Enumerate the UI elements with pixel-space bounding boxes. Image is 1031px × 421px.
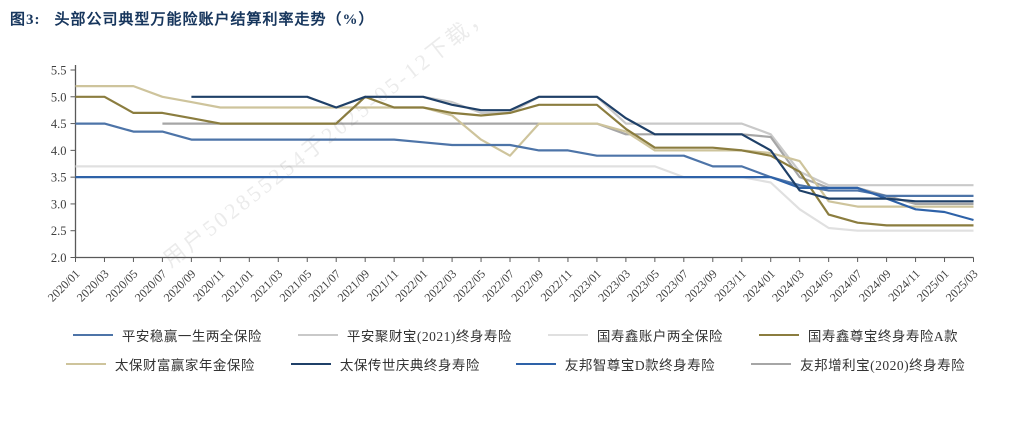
- x-tick-label: 2023/09: [682, 267, 720, 305]
- legend-swatch: [290, 363, 331, 365]
- x-tick-label: 2020/09: [161, 267, 199, 305]
- legend-swatch: [72, 334, 113, 336]
- legend-item: 太保传世庆典终身寿险: [290, 354, 480, 374]
- legend-label: 友邦智尊宝D款终身寿险: [564, 358, 716, 373]
- y-tick-label: 5.0: [51, 90, 67, 104]
- legend-swatch: [515, 363, 556, 365]
- figure-number: 图3:: [10, 12, 41, 28]
- x-tick-label: 2021/09: [335, 267, 373, 305]
- line-chart: 5.5 5.0 4.5 4.0 3.5 3.0 2.5 2.0 2020/01 2020/03 20…: [0, 50, 1031, 325]
- chart-svg: 5.55.04.54.03.53.02.52.02020/012020/0320…: [45, 64, 981, 305]
- legend-swatch: [65, 363, 106, 365]
- y-tick-label: 5.5: [51, 64, 67, 78]
- series-line-2: [75, 165, 974, 232]
- y-tick-label: 4.5: [51, 117, 67, 131]
- legend-item: 国寿鑫尊宝终身寿险A款: [758, 325, 959, 345]
- legend-label: 平安聚财宝(2021)终身寿险: [346, 329, 512, 344]
- legend-row-1: 平安稳赢一生两全保险 平安聚财宝(2021)终身寿险 国寿鑫账户两全保险 国寿鑫尊宝终…: [72, 325, 959, 345]
- x-tick-label: 2024/09: [856, 267, 894, 305]
- x-tick-label: 2025/03: [943, 267, 981, 305]
- series-line-5: [191, 95, 974, 203]
- legend-item: 平安稳赢一生两全保险: [72, 325, 262, 345]
- chart-legend: 平安稳赢一生两全保险 平安聚财宝(2021)终身寿险 国寿鑫账户两全保险 国寿鑫尊宝终…: [0, 325, 1031, 374]
- legend-item: 友邦智尊宝D款终身寿险: [515, 354, 716, 374]
- legend-label: 国寿鑫尊宝终身寿险A款: [807, 329, 959, 344]
- series-line-0: [75, 122, 974, 197]
- legend-item: 友邦增利宝(2020)终身寿险: [751, 354, 965, 374]
- legend-swatch: [297, 334, 338, 336]
- y-tick-label: 3.5: [51, 171, 67, 185]
- y-tick-label: 2.0: [51, 251, 67, 265]
- legend-item: 平安聚财宝(2021)终身寿险: [297, 325, 512, 345]
- legend-label: 太保传世庆典终身寿险: [339, 358, 480, 373]
- y-tick-label: 2.5: [51, 224, 67, 238]
- legend-swatch: [758, 334, 799, 336]
- series-line-3: [75, 95, 974, 227]
- legend-label: 国寿鑫账户两全保险: [596, 329, 723, 344]
- legend-label: 友邦增利宝(2020)终身寿险: [800, 358, 966, 373]
- y-tick-label: 4.0: [51, 144, 67, 158]
- legend-label: 平安稳赢一生两全保险: [121, 329, 262, 344]
- legend-swatch: [547, 334, 588, 336]
- legend-label: 太保财富赢家年金保险: [114, 358, 255, 373]
- x-tick-label: 2022/09: [508, 267, 546, 305]
- figure-title-row: 图3: 头部公司典型万能险账户结算利率走势（%）: [10, 8, 375, 29]
- series-line-6: [75, 176, 974, 222]
- legend-item: 国寿鑫账户两全保险: [547, 325, 723, 345]
- page-title: 头部公司典型万能险账户结算利率走势（%）: [54, 12, 375, 28]
- legend-item: 太保财富赢家年金保险: [65, 354, 255, 374]
- series-line-7: [162, 122, 974, 205]
- legend-swatch: [751, 363, 792, 365]
- series-line-4: [75, 85, 974, 208]
- y-tick-label: 3.0: [51, 197, 67, 211]
- legend-row-2: 太保财富赢家年金保险 太保传世庆典终身寿险 友邦智尊宝D款终身寿险 友邦增利宝(202…: [65, 354, 965, 374]
